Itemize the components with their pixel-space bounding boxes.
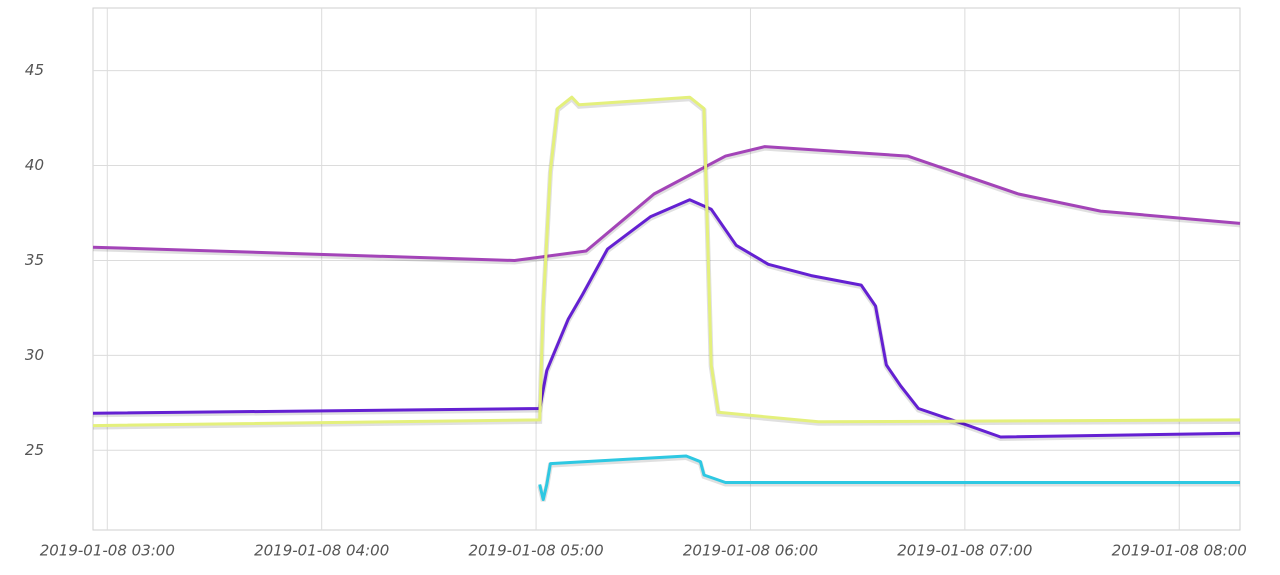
x-tick-label: 2019-01-08 05:00	[468, 542, 603, 560]
series-shadow	[537, 454, 1240, 502]
y-tick-label: 25	[25, 441, 44, 459]
x-tick-label: 2019-01-08 07:00	[897, 542, 1032, 560]
x-tick-label: 2019-01-08 04:00	[254, 542, 389, 560]
series-shadow	[92, 198, 1241, 442]
plot-frame	[92, 7, 1241, 531]
series-line	[92, 198, 1241, 439]
x-tick-label: 2019-01-08 03:00	[40, 542, 175, 560]
y-tick-label: 35	[25, 251, 44, 269]
y-tick-label: 40	[25, 156, 44, 174]
y-tick-label: 30	[25, 346, 44, 364]
y-tick-label: 45	[25, 61, 44, 79]
series-line	[92, 95, 1241, 428]
series-line	[538, 454, 1240, 502]
series-shadow	[92, 95, 1241, 430]
x-tick-label: 2019-01-08 08:00	[1112, 542, 1247, 560]
x-tick-label: 2019-01-08 06:00	[683, 542, 818, 560]
series-line	[92, 145, 1241, 262]
